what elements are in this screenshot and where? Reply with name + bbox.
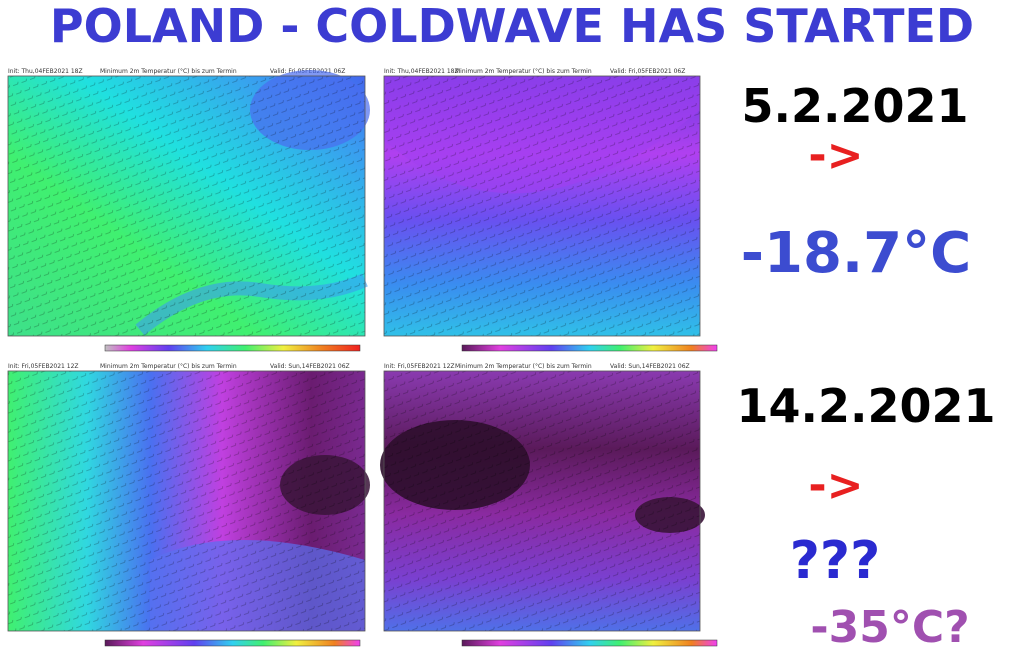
temperature: -35°C?: [810, 602, 969, 653]
map-valid: Valid: Fri,05FEB2021 06Z: [610, 68, 685, 75]
map-field: Minimum 2m Temperatur (°C) bis zum Termi…: [455, 68, 592, 75]
title: POLAND - COLDWAVE HAS STARTED: [50, 0, 974, 53]
date: 14.2.2021: [737, 379, 996, 433]
map-init: Init: Thu,04FEB2021 18Z: [8, 68, 83, 75]
map: Init: Fri,05FEB2021 12Z Minimum 2m Tempe…: [7, 363, 370, 647]
temperature: -18.7°C: [741, 221, 972, 286]
date: 5.2.2021: [742, 79, 969, 133]
question: ???: [790, 531, 881, 591]
map-field: Minimum 2m Temperatur (°C) bis zum Termi…: [455, 363, 592, 370]
map-field: Minimum 2m Temperatur (°C) bis zum Termi…: [100, 363, 237, 370]
map-valid: Valid: Sun,14FEB2021 06Z: [610, 363, 690, 370]
map-init: Init: Thu,04FEB2021 18Z: [384, 68, 459, 75]
map: Init: Thu,04FEB2021 18Z Minimum 2m Tempe…: [7, 68, 370, 352]
map-init: Init: Fri,05FEB2021 12Z: [8, 363, 79, 370]
arrow: ->: [808, 460, 863, 511]
map-init: Init: Fri,05FEB2021 12Z: [384, 363, 455, 370]
map-valid: Valid: Sun,14FEB2021 06Z: [270, 363, 350, 370]
map-field: Minimum 2m Temperatur (°C) bis zum Termi…: [100, 68, 237, 75]
map: Init: Thu,04FEB2021 18Z Minimum 2m Tempe…: [383, 68, 718, 352]
map: Init: Fri,05FEB2021 12Z Minimum 2m Tempe…: [380, 363, 718, 647]
arrow: ->: [808, 130, 863, 181]
